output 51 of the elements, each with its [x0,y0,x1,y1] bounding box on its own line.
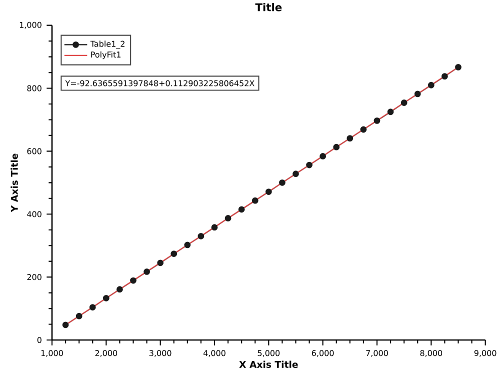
point [374,117,380,124]
y-tick-label: 0 [37,336,42,344]
point [455,64,462,70]
y-tick-label: 1,000 [20,22,42,29]
point [144,268,150,275]
point [279,179,286,186]
x-tick-label: 3,000 [149,350,172,357]
point [306,162,312,168]
y-tick-label: 800 [27,85,42,92]
legend-label: Table1_2 [90,40,124,49]
x-tick-label: 9,000 [474,350,496,357]
point [238,206,245,213]
point [184,242,191,248]
point [211,224,218,231]
point [102,294,110,302]
point [292,170,299,178]
point [198,232,204,240]
x-axis-title: X Axis Title [239,360,298,368]
point [157,260,164,266]
point [320,153,326,160]
point [76,312,82,320]
x-tick-label: 4,000 [203,350,226,357]
point [89,304,96,310]
point [400,100,408,106]
point [252,197,258,204]
point [130,277,136,284]
point [333,144,340,150]
annotation: Y=-92.6365591397848+0.112903225806452X [65,80,254,86]
x-tick-label: 7,000 [366,350,388,357]
point [387,108,394,116]
y-tick-label: 200 [27,274,42,280]
point [428,82,434,88]
point [170,250,178,257]
point [62,322,69,328]
point [414,90,421,98]
x-tick-label: 6,000 [312,350,334,357]
x-tick-label: 5,000 [258,350,280,357]
x-tick-label: 1,000 [41,350,63,357]
x-tick-label: 2,000 [95,350,118,357]
x-tick-label: 8,000 [420,350,442,357]
y-axis-title: Y Axis Title [10,154,18,212]
point [360,126,367,133]
point [116,286,123,293]
point [442,73,448,80]
y-tick-label: 400 [27,211,42,218]
chart-title: Title [255,3,282,12]
point [224,215,232,222]
legend-label: PolyFit1 [91,51,120,60]
point [265,188,272,195]
y-tick-label: 600 [27,148,42,154]
point [346,135,354,142]
